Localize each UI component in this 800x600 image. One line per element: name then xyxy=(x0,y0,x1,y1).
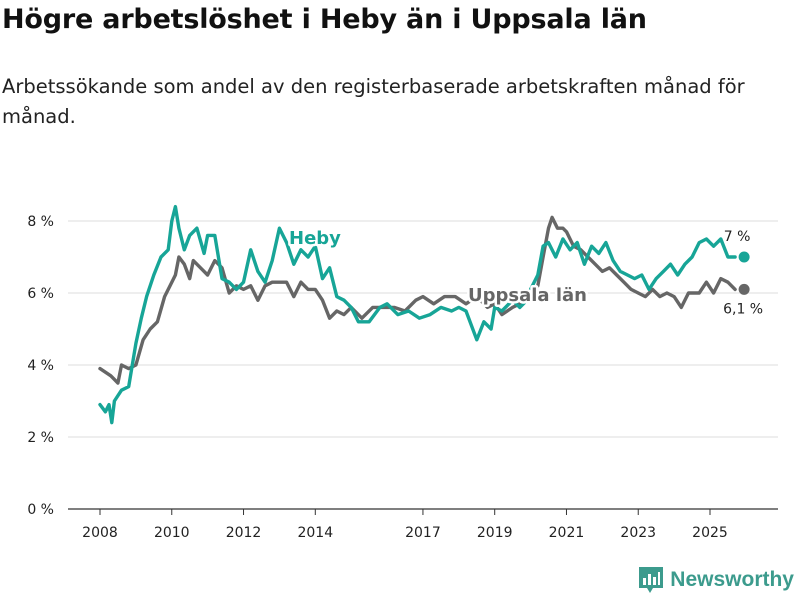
x-tick-label: 2023 xyxy=(620,525,656,541)
x-tick-label: 2025 xyxy=(692,525,728,541)
chart-subtitle: Arbetssökande som andel av den registerb… xyxy=(2,75,745,128)
line-chart: 0 % 2 % 4 % 6 % 8 % 2008 2010 2012 2014 2017 2019 2… xyxy=(27,204,778,541)
y-tick-label: 2 % xyxy=(27,430,54,446)
x-tick-label: 2010 xyxy=(154,525,190,541)
x-tick-label: 2021 xyxy=(549,525,585,541)
y-tick-label: 6 % xyxy=(27,286,54,302)
end-value-label-heby: 7 % xyxy=(724,229,751,245)
series-line-uppsala-län xyxy=(98,215,737,385)
brand-name: Newsworthy xyxy=(670,568,794,591)
end-point-uppsala xyxy=(738,283,750,295)
series-label-heby-halo: Heby xyxy=(289,228,341,249)
x-tick-label: 2012 xyxy=(226,525,262,541)
y-tick-label: 4 % xyxy=(27,358,54,374)
y-tick-label: 8 % xyxy=(27,214,54,230)
end-value-label-uppsala: 6,1 % xyxy=(723,301,763,317)
x-tick-label: 2014 xyxy=(297,525,333,541)
bar-chart-logo-icon xyxy=(639,567,664,593)
x-tick-label: 2017 xyxy=(405,525,441,541)
series-label-heby: Heby xyxy=(289,228,341,249)
x-tick-label: 2008 xyxy=(82,525,118,541)
newsworthy-logo: Newsworthy xyxy=(638,566,794,594)
x-tick-label: 2019 xyxy=(477,525,513,541)
series-label-uppsala-halo: Uppsala län xyxy=(468,285,587,306)
series-label-uppsala: Uppsala län xyxy=(468,285,587,306)
series-line-heby xyxy=(98,204,737,425)
chart-title: Högre arbetslöshet i Heby än i Uppsala l… xyxy=(2,4,647,35)
end-point-heby xyxy=(738,251,750,263)
y-tick-label: 0 % xyxy=(27,502,54,518)
